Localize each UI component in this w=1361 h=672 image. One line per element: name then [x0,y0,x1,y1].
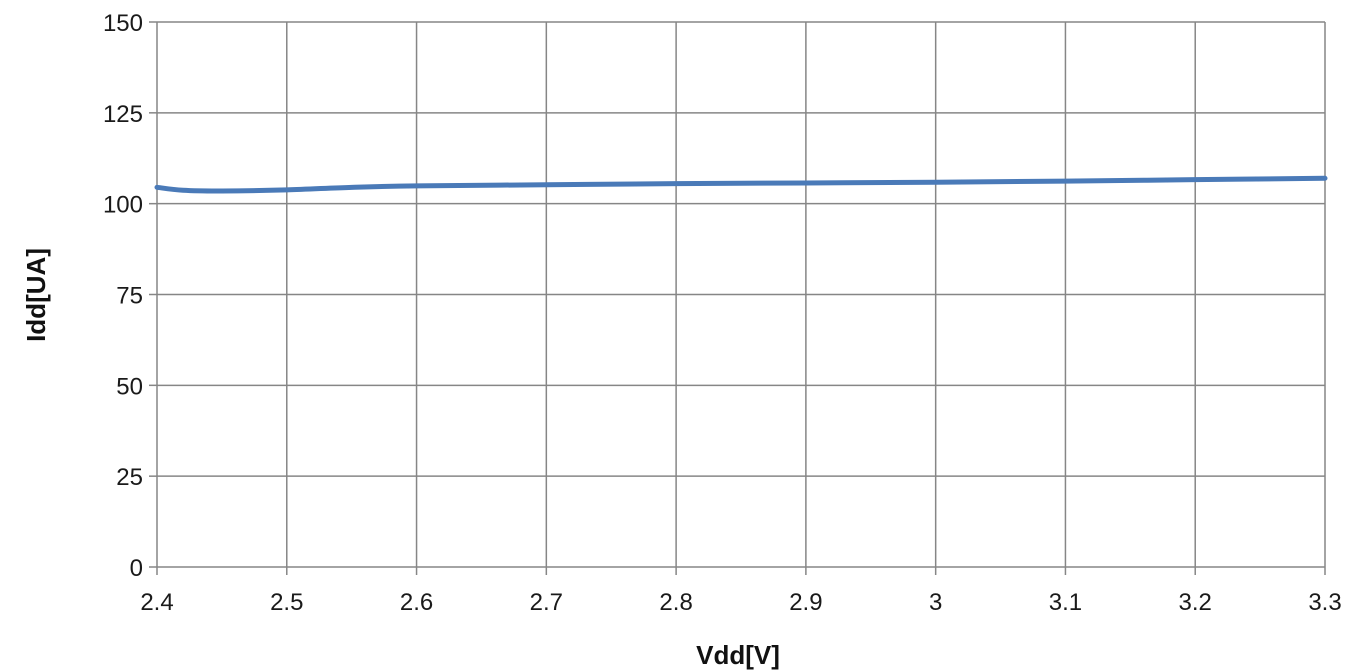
x-tick-label: 2.5 [270,589,303,616]
y-axis-title: Idd[UA] [21,248,51,342]
gridlines [157,21,1326,567]
series-line [154,175,1328,194]
x-axis-title: Vdd[V] [696,640,780,670]
y-tick-label: 25 [116,464,143,491]
y-tick-label: 150 [103,10,143,37]
x-tick-label: 3.3 [1308,589,1341,616]
y-tick-labels: 0 25 50 75 100 125 150 [103,10,143,582]
x-tick-label: 2.4 [140,589,173,616]
x-tick-label: 3 [929,589,942,616]
x-tick-label: 2.7 [530,589,563,616]
series-lines [154,175,1328,194]
x-tick-label: 3.2 [1179,589,1212,616]
x-tick-labels: 2.4 2.5 2.6 2.7 2.8 2.9 3 3.1 3.2 3.3 [140,589,1341,616]
y-tick-label: 100 [103,192,143,219]
y-tick-label: 125 [103,101,143,128]
y-tick-label: 50 [116,373,143,400]
x-tick-label: 2.9 [789,589,822,616]
y-tick-label: 0 [130,555,143,582]
x-tick-label: 2.8 [659,589,692,616]
axes [149,21,1326,575]
y-tick-label: 75 [116,283,143,310]
x-tick-label: 3.1 [1049,589,1082,616]
x-tick-label: 2.6 [400,589,433,616]
